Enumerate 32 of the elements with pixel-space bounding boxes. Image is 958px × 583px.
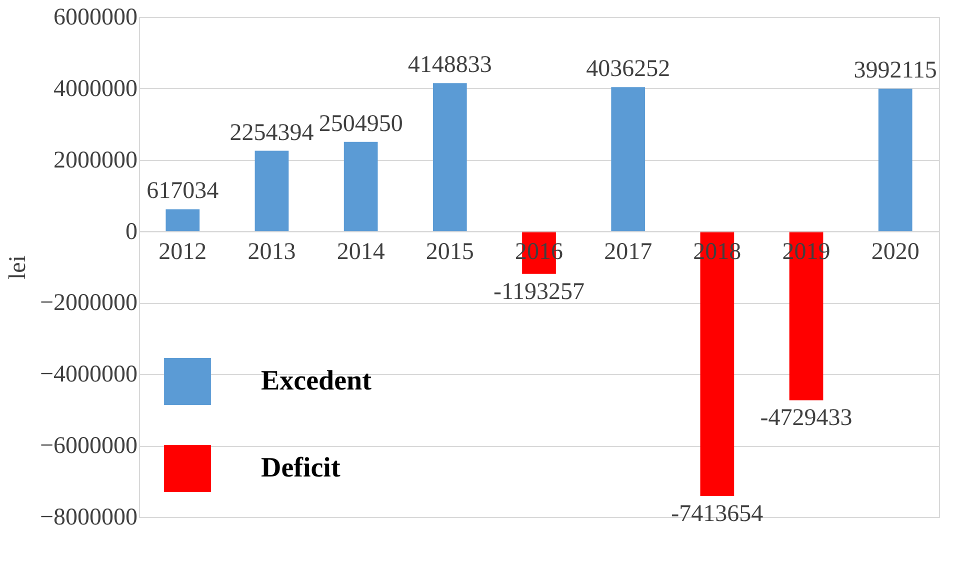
x-tick-label: 2017 <box>604 238 652 265</box>
bar <box>166 209 200 232</box>
y-tick-label: 2000000 <box>54 147 138 174</box>
y-tick-label: −4000000 <box>40 362 138 388</box>
y-tick-label: 0 <box>126 218 138 245</box>
x-tick-label: 2013 <box>248 238 296 265</box>
data-label: 2254394 <box>230 120 314 146</box>
data-label: -7413654 <box>671 501 764 528</box>
y-tick-label: 6000000 <box>54 4 138 30</box>
data-label: 3992115 <box>854 58 937 84</box>
bar <box>611 87 646 232</box>
data-label: -1193257 <box>493 278 585 305</box>
x-tick-label: 2020 <box>871 238 920 265</box>
legend-label: Deficit <box>261 452 341 484</box>
y-axis-title: lei <box>4 255 31 280</box>
data-label: 617034 <box>146 178 219 204</box>
bar <box>344 142 378 232</box>
data-label: 4148833 <box>408 52 492 78</box>
bar <box>254 150 289 232</box>
legend-label: Excedent <box>261 366 372 396</box>
data-label: 2504950 <box>318 110 403 137</box>
data-label: -4729433 <box>760 405 852 432</box>
bar <box>432 83 467 232</box>
y-tick-label: −8000000 <box>40 504 138 530</box>
y-tick-label: −6000000 <box>40 433 138 460</box>
x-tick-label: 2012 <box>158 238 207 265</box>
y-tick-label: 4000000 <box>54 76 138 102</box>
bar <box>878 88 912 232</box>
data-label: 4036252 <box>586 56 670 82</box>
x-tick-label: 2014 <box>336 238 385 265</box>
x-tick-label: 2015 <box>426 238 474 265</box>
y-tick-label: −2000000 <box>40 290 138 316</box>
